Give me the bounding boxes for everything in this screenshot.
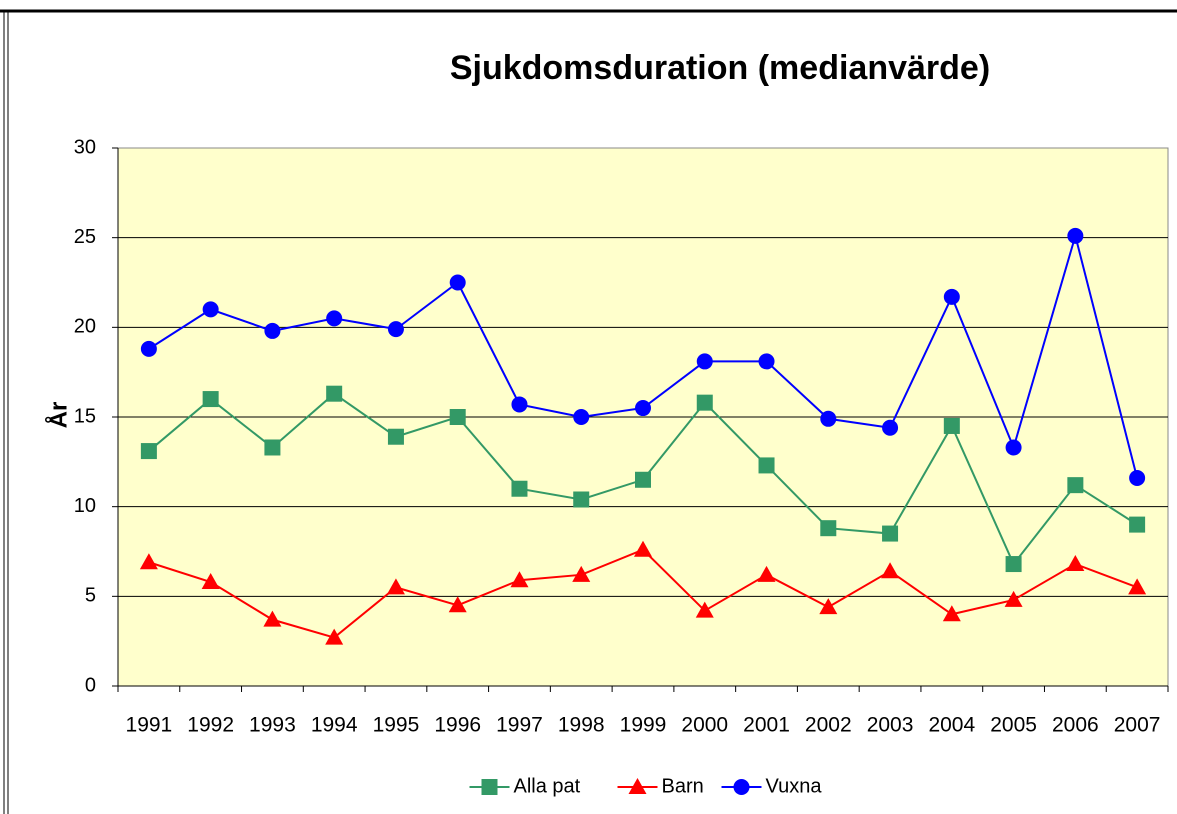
x-tick-label: 1999 [620,714,667,737]
data-point [819,598,838,615]
x-tick-label: 2002 [805,714,852,737]
x-tick-label: 2006 [1052,714,1099,737]
data-point [264,322,281,339]
legend-marker [733,779,750,795]
data-point [449,274,466,291]
data-point [820,520,837,537]
data-point [387,428,404,445]
data-point [695,601,714,618]
data-point [1129,469,1146,486]
data-point [511,480,528,497]
data-point [757,565,776,582]
y-axis-label: År [44,402,72,429]
y-tick-label: 0 [85,674,96,696]
data-point [449,409,466,425]
data-point [943,288,960,305]
x-tick-label: 1996 [434,714,481,737]
data-point [202,301,219,318]
data-point [1067,477,1084,494]
y-tick-label: 20 [74,316,96,338]
legend-label: Vuxna [766,775,823,797]
x-tick-label: 2003 [867,714,914,737]
data-point [635,471,651,488]
x-tick-label: 1993 [249,714,296,737]
y-tick-label: 10 [74,495,96,517]
data-point [882,525,899,542]
data-point [942,605,961,622]
y-tick-label: 15 [74,405,96,427]
legend-label: Barn [662,775,704,797]
data-point [634,540,652,557]
x-tick-label: 1995 [373,714,420,737]
data-point [573,409,590,425]
data-point [1128,578,1147,595]
data-point [1067,227,1084,244]
data-point [139,553,158,570]
data-point [635,400,651,417]
x-tick-label: 1997 [496,714,543,737]
data-point [326,310,343,327]
data-point [201,572,220,589]
y-tick-label: 5 [85,585,96,607]
data-point [758,353,775,370]
x-tick-label: 1994 [311,714,358,737]
data-point [696,353,713,370]
data-point [263,610,282,627]
data-point [1066,555,1085,572]
data-point [140,443,157,460]
data-point [140,340,157,357]
x-tick-label: 1992 [187,714,234,737]
y-tick-label: 25 [74,226,96,248]
x-tick-label: 2005 [990,714,1037,737]
data-point [325,628,344,645]
data-point [943,417,960,434]
data-point [1005,556,1022,573]
data-point [573,491,590,508]
data-point [820,410,837,427]
data-point [448,596,467,613]
x-tick-label: 2000 [681,714,728,737]
x-tick-label: 2007 [1114,714,1161,737]
x-tick-label: 1998 [558,714,605,737]
data-point [1004,590,1023,607]
data-point [511,396,528,413]
legend-marker [481,779,498,795]
chart-title: Sjukdomsduration (medianvärde) [450,49,990,87]
data-point [882,419,899,436]
data-point [326,385,343,402]
x-tick-label: 2004 [928,714,975,737]
data-point [572,565,591,582]
data-point [387,321,404,338]
data-point [696,394,713,411]
data-point [202,391,219,408]
data-point [264,439,281,456]
x-tick-label: 1991 [126,714,173,737]
y-tick-label: 30 [74,136,96,158]
data-point [386,578,405,595]
x-tick-label: 2001 [743,714,790,737]
data-point [881,562,900,579]
data-point [1005,439,1022,456]
data-point [1129,516,1146,533]
legend-marker [628,778,647,794]
data-point [510,571,529,588]
data-point [758,457,775,474]
legend-label: Alla pat [514,775,581,797]
